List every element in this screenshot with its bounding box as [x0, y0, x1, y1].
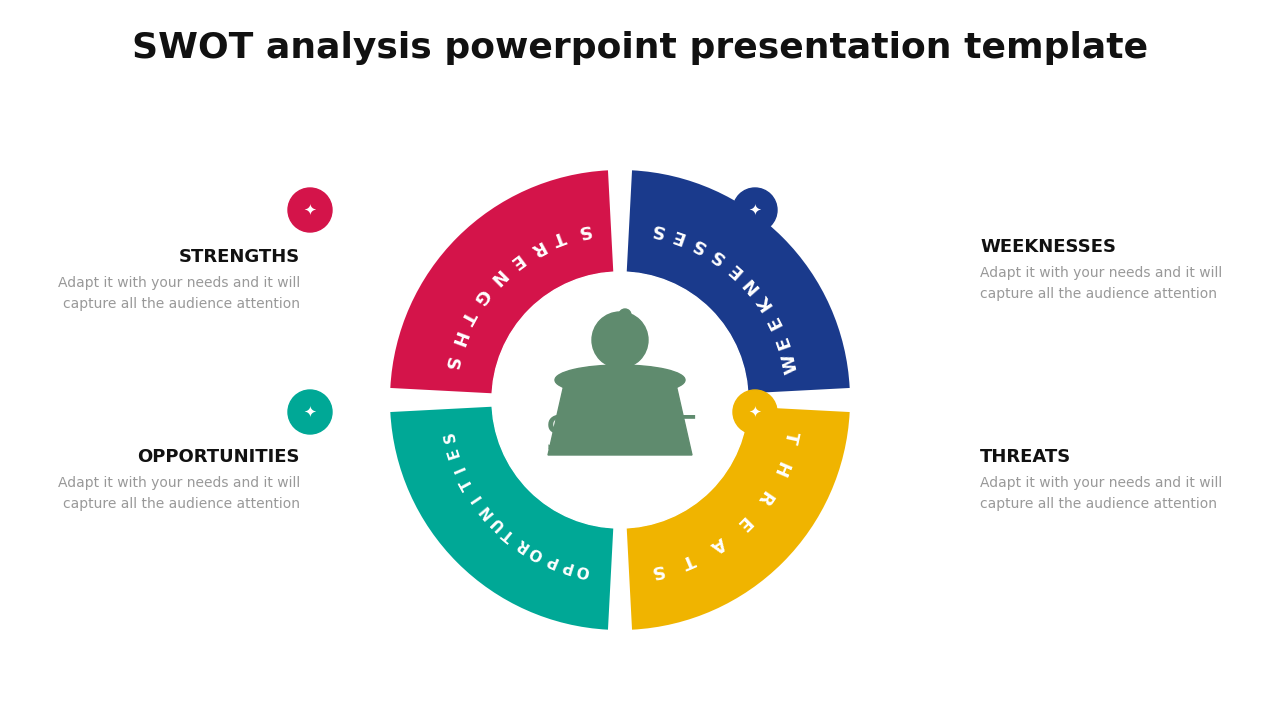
Text: O: O — [527, 543, 547, 562]
Text: E: E — [445, 446, 463, 460]
Circle shape — [620, 309, 631, 321]
Text: E: E — [764, 312, 786, 331]
Circle shape — [591, 312, 648, 368]
Text: S: S — [649, 220, 666, 240]
Text: E: E — [506, 250, 526, 271]
Text: T: T — [550, 226, 568, 248]
Text: E: E — [724, 258, 745, 280]
Text: E: E — [669, 225, 687, 246]
Text: Adapt it with your needs and it will
capture all the audience attention: Adapt it with your needs and it will cap… — [58, 476, 300, 510]
Polygon shape — [548, 380, 692, 455]
Text: P: P — [559, 557, 575, 575]
Text: A: A — [707, 533, 728, 555]
Text: N: N — [476, 501, 495, 521]
Text: S: S — [649, 560, 666, 580]
Wedge shape — [627, 407, 850, 630]
Text: T: T — [680, 549, 698, 571]
Text: T: T — [457, 307, 479, 326]
Wedge shape — [390, 171, 613, 393]
Text: R: R — [753, 487, 776, 508]
Ellipse shape — [556, 365, 685, 395]
Text: Adapt it with your needs and it will
capture all the audience attention: Adapt it with your needs and it will cap… — [58, 276, 300, 310]
Text: S: S — [575, 220, 591, 240]
Text: N: N — [739, 274, 763, 297]
Circle shape — [733, 188, 777, 232]
Polygon shape — [613, 363, 627, 383]
Text: S: S — [689, 234, 708, 256]
Text: ✦: ✦ — [303, 405, 316, 420]
Text: SWOT analysis powerpoint presentation template: SWOT analysis powerpoint presentation te… — [132, 31, 1148, 65]
Circle shape — [733, 390, 777, 434]
Circle shape — [288, 390, 332, 434]
Text: O: O — [575, 562, 591, 579]
Circle shape — [492, 272, 748, 528]
Text: H: H — [445, 329, 468, 349]
Text: THREATS: THREATS — [980, 448, 1071, 466]
Circle shape — [288, 188, 332, 232]
Text: S: S — [707, 245, 728, 267]
Text: ✦: ✦ — [749, 202, 762, 217]
Wedge shape — [627, 171, 850, 393]
Text: R: R — [526, 236, 547, 258]
Text: Adapt it with your needs and it will
capture all the audience attention: Adapt it with your needs and it will cap… — [980, 266, 1222, 301]
Text: WEEKNESSES: WEEKNESSES — [980, 238, 1116, 256]
Text: I: I — [468, 491, 484, 504]
Text: E: E — [732, 513, 754, 534]
Text: Adapt it with your needs and it will
capture all the audience attention: Adapt it with your needs and it will cap… — [980, 476, 1222, 510]
Text: K: K — [753, 292, 776, 313]
Text: I: I — [452, 463, 468, 474]
Text: P: P — [544, 551, 559, 569]
Text: T: T — [780, 429, 800, 445]
Text: ✦: ✦ — [749, 405, 762, 420]
Text: T: T — [500, 525, 518, 544]
Text: E: E — [773, 333, 795, 351]
Text: STRENGTHS: STRENGTHS — [179, 248, 300, 266]
Text: N: N — [485, 265, 508, 289]
Wedge shape — [390, 407, 613, 630]
Text: OPPORTUNITIES: OPPORTUNITIES — [137, 448, 300, 466]
Text: S: S — [442, 430, 458, 444]
Text: S: S — [440, 355, 460, 372]
Text: ✦: ✦ — [303, 202, 316, 217]
Text: G: G — [468, 284, 493, 307]
Text: R: R — [513, 535, 531, 554]
Text: U: U — [488, 513, 507, 533]
Text: T: T — [458, 475, 476, 492]
Text: W: W — [780, 351, 801, 374]
Text: H: H — [769, 458, 791, 479]
Text: SWOT: SWOT — [544, 414, 695, 462]
